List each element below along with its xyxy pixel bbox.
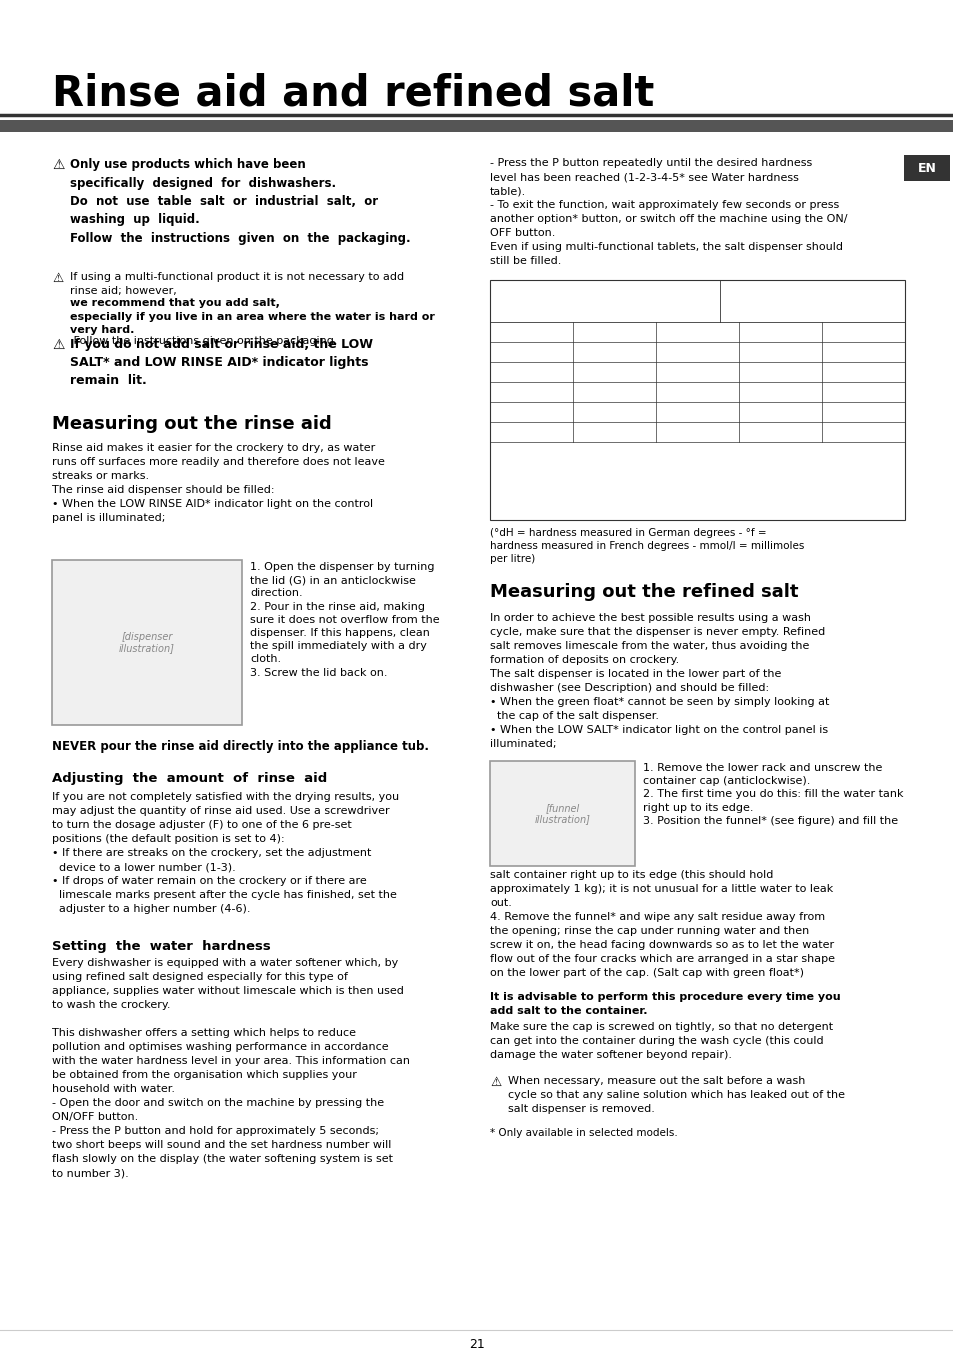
Text: (°dH = hardness measured in German degrees - °f =
hardness measured in French de: (°dH = hardness measured in German degre…	[490, 528, 803, 565]
Text: EN: EN	[917, 162, 936, 174]
Text: Follow the instructions given on the packaging.: Follow the instructions given on the pac…	[70, 336, 337, 346]
Text: NEVER pour the rinse aid directly into the appliance tub.: NEVER pour the rinse aid directly into t…	[52, 740, 429, 753]
Bar	[490, 280, 904, 520]
Bar	[490, 761, 635, 866]
Text: When necessary, measure out the salt before a wash
cycle so that any saline solu: When necessary, measure out the salt bef…	[507, 1075, 844, 1115]
Text: ⚠: ⚠	[490, 1075, 500, 1089]
Bar	[903, 155, 949, 181]
Text: ⚠: ⚠	[52, 158, 65, 172]
Text: If you do not add salt or rinse aid, the LOW
SALT* and LOW RINSE AID* indicator : If you do not add salt or rinse aid, the…	[70, 338, 373, 386]
Text: Rinse aid and refined salt: Rinse aid and refined salt	[52, 72, 654, 113]
Text: Rinse aid makes it easier for the crockery to dry, as water
runs off surfaces mo: Rinse aid makes it easier for the crocke…	[52, 443, 384, 523]
Text: 21: 21	[469, 1337, 484, 1351]
Bar	[0, 120, 953, 132]
Text: If using a multi-functional product it is not necessary to add
rinse aid; howeve: If using a multi-functional product it i…	[70, 272, 404, 296]
Bar	[52, 561, 242, 725]
Text: - Press the P button repeatedly until the desired hardness
level has been reache: - Press the P button repeatedly until th…	[490, 158, 846, 266]
Text: Every dishwasher is equipped with a water softener which, by
using refined salt : Every dishwasher is equipped with a wate…	[52, 958, 410, 1178]
Text: If you are not completely satisfied with the drying results, you
may adjust the : If you are not completely satisfied with…	[52, 792, 398, 915]
Text: Setting  the  water  hardness: Setting the water hardness	[52, 940, 271, 952]
Text: [dispenser
illustration]: [dispenser illustration]	[119, 632, 174, 654]
Text: 1. Remove the lower rack and unscrew the
container cap (anticlockwise).
2. The f: 1. Remove the lower rack and unscrew the…	[642, 763, 902, 825]
Text: salt container right up to its edge (this should hold
approximately 1 kg); it is: salt container right up to its edge (thi…	[490, 870, 834, 978]
Text: Adjusting  the  amount  of  rinse  aid: Adjusting the amount of rinse aid	[52, 771, 327, 785]
Text: Only use products which have been
specifically  designed  for  dishwashers.
Do  : Only use products which have been specif…	[70, 158, 410, 245]
Text: In order to achieve the best possible results using a wash
cycle, make sure that: In order to achieve the best possible re…	[490, 613, 828, 748]
Text: 1. Open the dispenser by turning
the lid (G) in an anticlockwise
direction.
2. P: 1. Open the dispenser by turning the lid…	[250, 562, 439, 678]
Text: ⚠: ⚠	[52, 272, 63, 285]
Text: we recommend that you add salt,
especially if you live in an area where the wate: we recommend that you add salt, especial…	[70, 299, 435, 335]
Text: Measuring out the rinse aid: Measuring out the rinse aid	[52, 415, 332, 434]
Text: Make sure the cap is screwed on tightly, so that no detergent
can get into the c: Make sure the cap is screwed on tightly,…	[490, 1021, 832, 1061]
Text: [funnel
illustration]: [funnel illustration]	[534, 802, 590, 824]
Text: It is advisable to perform this procedure every time you
add salt to the contain: It is advisable to perform this procedur…	[490, 992, 840, 1016]
Text: * Only available in selected models.: * Only available in selected models.	[490, 1128, 677, 1138]
Text: Measuring out the refined salt: Measuring out the refined salt	[490, 584, 798, 601]
Text: ⚠: ⚠	[52, 338, 65, 353]
